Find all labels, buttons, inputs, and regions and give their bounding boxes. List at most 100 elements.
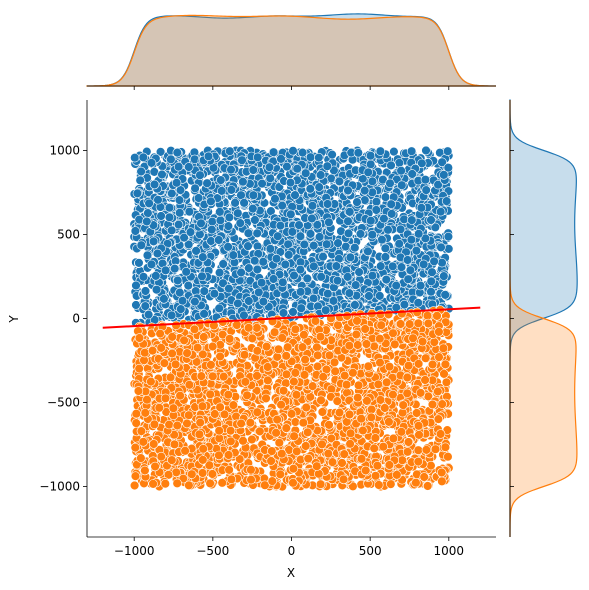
scatter-point xyxy=(174,195,185,205)
scatter-point xyxy=(140,408,151,418)
scatter-point xyxy=(274,438,284,448)
scatter-point xyxy=(236,267,246,278)
scatter-point xyxy=(164,419,174,430)
scatter-point xyxy=(167,455,177,465)
scatter-point xyxy=(345,207,355,217)
scatter-point xyxy=(294,220,304,230)
scatter-point xyxy=(405,319,415,329)
scatter-point xyxy=(216,175,226,185)
scatter-point xyxy=(290,417,301,427)
scatter-point xyxy=(332,275,343,286)
scatter-point xyxy=(329,357,340,367)
scatter-point xyxy=(136,453,146,463)
scatter-point xyxy=(415,280,426,291)
scatter-point xyxy=(356,454,367,464)
scatter-point xyxy=(323,289,333,299)
scatter-point xyxy=(314,232,325,242)
scatter-point xyxy=(175,208,185,218)
scatter-point xyxy=(343,272,353,282)
scatter-point xyxy=(290,324,301,334)
scatter-point xyxy=(396,166,406,176)
scatter-point xyxy=(406,146,417,156)
scatter-point xyxy=(173,275,183,286)
scatter-point xyxy=(412,307,422,317)
scatter-point xyxy=(248,190,259,200)
scatter-point xyxy=(330,366,340,377)
scatter-point xyxy=(265,173,275,183)
scatter-point xyxy=(314,152,324,163)
scatter-point xyxy=(271,254,282,264)
scatter-point xyxy=(225,146,235,156)
scatter-series-orange xyxy=(129,305,454,492)
scatter-point xyxy=(380,243,391,254)
scatter-point xyxy=(301,168,311,178)
scatter-point xyxy=(375,146,386,156)
scatter-point xyxy=(296,303,306,313)
scatter-point xyxy=(350,300,360,310)
scatter-point xyxy=(411,246,422,256)
scatter-point xyxy=(386,160,396,171)
scatter-point xyxy=(340,370,350,381)
scatter-point xyxy=(396,262,407,272)
scatter-point xyxy=(134,333,145,343)
scatter-point xyxy=(333,238,343,248)
scatter-point xyxy=(322,199,333,209)
scatter-point xyxy=(343,228,354,239)
scatter-point xyxy=(140,286,151,296)
scatter-point xyxy=(215,215,226,226)
scatter-point xyxy=(324,420,334,430)
scatter-point xyxy=(371,197,382,207)
scatter-point xyxy=(396,427,407,437)
scatter-point xyxy=(184,162,194,172)
scatter-point xyxy=(184,239,194,250)
scatter-point xyxy=(267,446,277,456)
scatter-point xyxy=(171,178,182,188)
scatter-point xyxy=(258,257,268,267)
scatter-point xyxy=(277,333,287,343)
scatter-point xyxy=(228,400,239,410)
scatter-point xyxy=(288,307,298,317)
scatter-point xyxy=(244,296,254,306)
scatter-point xyxy=(247,333,258,344)
scatter-point xyxy=(152,248,163,259)
scatter-point xyxy=(166,310,177,321)
scatter-point xyxy=(130,471,141,481)
scatter-point xyxy=(305,152,316,162)
scatter-point xyxy=(333,320,343,330)
scatter-point xyxy=(339,449,349,459)
scatter-point xyxy=(413,445,423,455)
scatter-point xyxy=(301,402,311,413)
scatter-point xyxy=(299,239,309,250)
scatter-point xyxy=(351,280,361,290)
scatter-point xyxy=(388,328,398,338)
scatter-point xyxy=(172,420,183,431)
scatter-point xyxy=(345,439,355,449)
scatter-point xyxy=(265,244,276,254)
scatter-point xyxy=(287,227,298,237)
scatter-point xyxy=(381,274,391,285)
scatter-point xyxy=(130,442,141,453)
scatter-point xyxy=(198,252,208,262)
scatter-point xyxy=(375,334,385,344)
scatter-point xyxy=(314,182,324,192)
scatter-point xyxy=(176,304,186,314)
scatter-point xyxy=(307,213,317,224)
scatter-point xyxy=(243,228,254,238)
scatter-point xyxy=(367,187,377,198)
scatter-point xyxy=(172,147,183,158)
scatter-point xyxy=(164,212,175,223)
scatter-point xyxy=(257,178,267,189)
scatter-point xyxy=(309,261,319,272)
scatter-point xyxy=(328,296,339,306)
scatter-point xyxy=(215,207,225,217)
scatter-point xyxy=(233,208,243,218)
scatter-point xyxy=(334,176,345,187)
scatter-point xyxy=(383,225,393,235)
scatter-point xyxy=(140,301,151,311)
scatter-point xyxy=(440,290,450,300)
scatter-point xyxy=(170,359,181,370)
scatter-point xyxy=(181,267,191,277)
scatter-point xyxy=(166,154,176,165)
scatter-point xyxy=(441,377,452,387)
